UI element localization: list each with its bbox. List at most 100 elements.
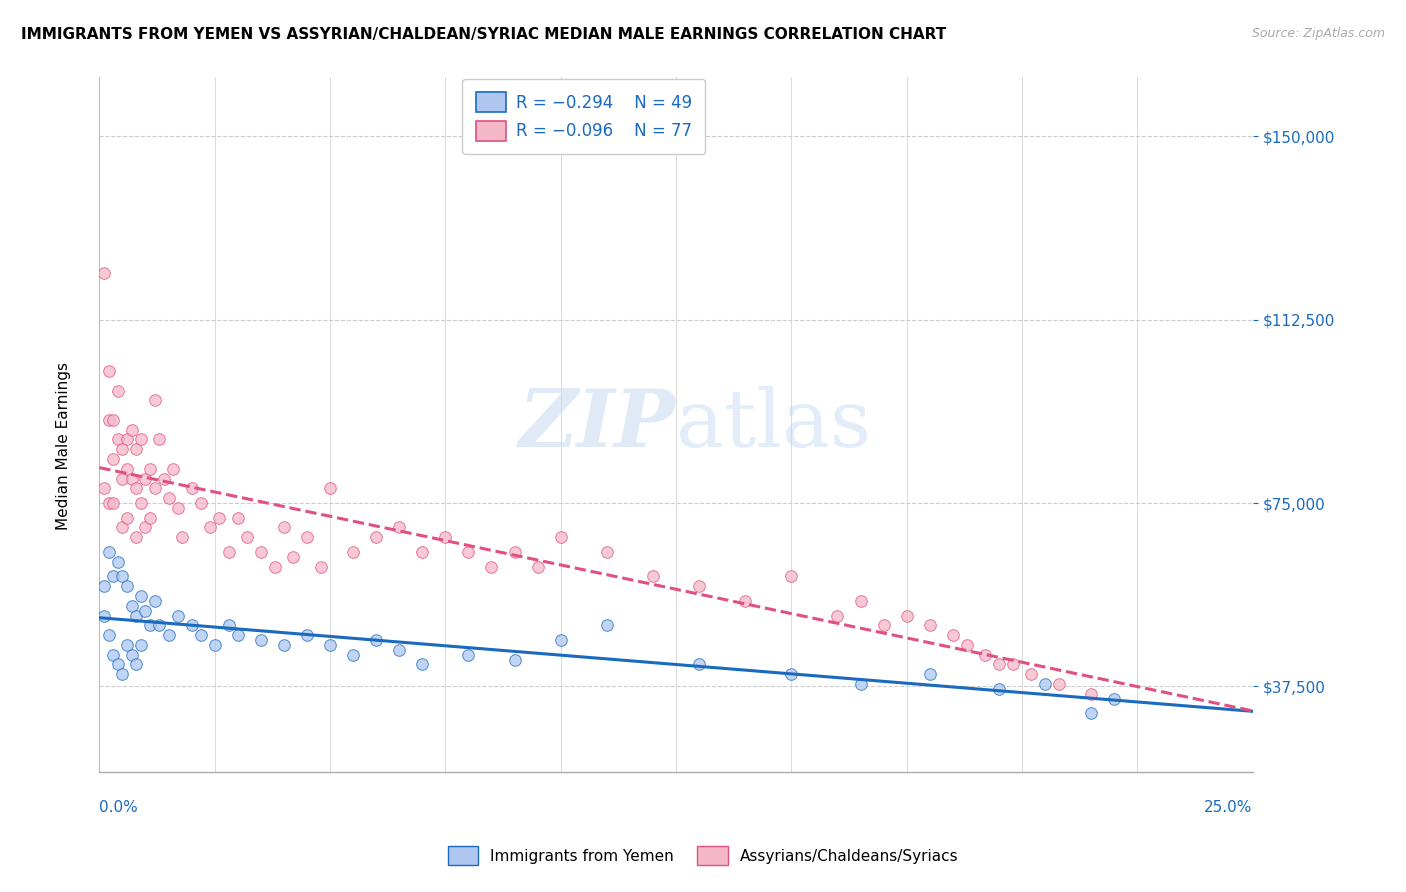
Point [481, 559, 503, 574]
Point [111, 569, 134, 583]
Point [115, 638, 138, 652]
Point [295, 628, 318, 642]
Point [1033, 677, 1056, 691]
Point [342, 545, 364, 559]
Point [125, 481, 148, 495]
Point [457, 648, 479, 662]
Point [97, 545, 120, 559]
Point [503, 545, 526, 559]
Point [129, 433, 152, 447]
Point [974, 648, 997, 662]
Point [218, 545, 240, 559]
Point [134, 604, 156, 618]
Point [208, 510, 231, 524]
Point [896, 608, 918, 623]
Point [103, 648, 125, 662]
Point [295, 530, 318, 544]
Point [688, 579, 710, 593]
Point [125, 442, 148, 457]
Point [111, 472, 134, 486]
Point [97, 496, 120, 510]
Text: ZIP: ZIP [519, 386, 676, 464]
Point [503, 652, 526, 666]
Point [103, 413, 125, 427]
Point [204, 638, 226, 652]
Point [153, 472, 176, 486]
Point [457, 545, 479, 559]
Point [388, 520, 411, 534]
Point [107, 555, 129, 569]
Point [319, 481, 342, 495]
Point [872, 618, 894, 632]
Point [139, 462, 162, 476]
Point [111, 520, 134, 534]
Point [93, 608, 115, 623]
Point [125, 657, 148, 672]
Point [1080, 706, 1102, 721]
Point [107, 384, 129, 398]
Point [121, 423, 143, 437]
Point [111, 442, 134, 457]
Point [226, 510, 249, 524]
Point [309, 559, 332, 574]
Point [121, 472, 143, 486]
Point [987, 657, 1010, 672]
Point [93, 579, 115, 593]
Point [172, 530, 194, 544]
Text: Median Male Earnings: Median Male Earnings [56, 362, 70, 530]
Point [849, 594, 872, 608]
Point [121, 599, 143, 613]
Point [366, 530, 388, 544]
Point [166, 500, 188, 515]
Point [780, 667, 803, 681]
Point [148, 618, 170, 632]
Point [157, 628, 180, 642]
Point [125, 530, 148, 544]
Point [987, 681, 1010, 696]
Point [250, 545, 273, 559]
Text: 25.0%: 25.0% [1205, 800, 1253, 815]
Point [162, 462, 184, 476]
Point [180, 618, 202, 632]
Point [139, 510, 162, 524]
Point [166, 608, 188, 623]
Point [688, 657, 710, 672]
Point [139, 618, 162, 632]
Point [366, 632, 388, 647]
Point [263, 559, 285, 574]
Point [143, 481, 166, 495]
Point [956, 638, 979, 652]
Point [734, 594, 756, 608]
Point [148, 433, 170, 447]
Point [827, 608, 849, 623]
Point [1019, 667, 1042, 681]
Text: IMMIGRANTS FROM YEMEN VS ASSYRIAN/CHALDEAN/SYRIAC MEDIAN MALE EARNINGS CORRELATI: IMMIGRANTS FROM YEMEN VS ASSYRIAN/CHALDE… [21, 27, 946, 42]
Point [93, 266, 115, 280]
Point [550, 632, 572, 647]
Point [103, 496, 125, 510]
Point [125, 608, 148, 623]
Point [849, 677, 872, 691]
Point [190, 496, 212, 510]
Point [143, 594, 166, 608]
Point [641, 569, 664, 583]
Point [97, 364, 120, 378]
Point [218, 618, 240, 632]
Point [942, 628, 965, 642]
Point [143, 393, 166, 408]
Point [115, 510, 138, 524]
Point [115, 579, 138, 593]
Point [1080, 687, 1102, 701]
Point [115, 433, 138, 447]
Legend: R = −0.294    N = 49, R = −0.096    N = 77: R = −0.294 N = 49, R = −0.096 N = 77 [463, 78, 706, 154]
Point [103, 452, 125, 467]
Point [129, 589, 152, 603]
Point [434, 530, 457, 544]
Point [226, 628, 249, 642]
Point [596, 618, 619, 632]
Point [129, 638, 152, 652]
Point [129, 496, 152, 510]
Point [411, 657, 433, 672]
Point [97, 413, 120, 427]
Point [198, 520, 221, 534]
